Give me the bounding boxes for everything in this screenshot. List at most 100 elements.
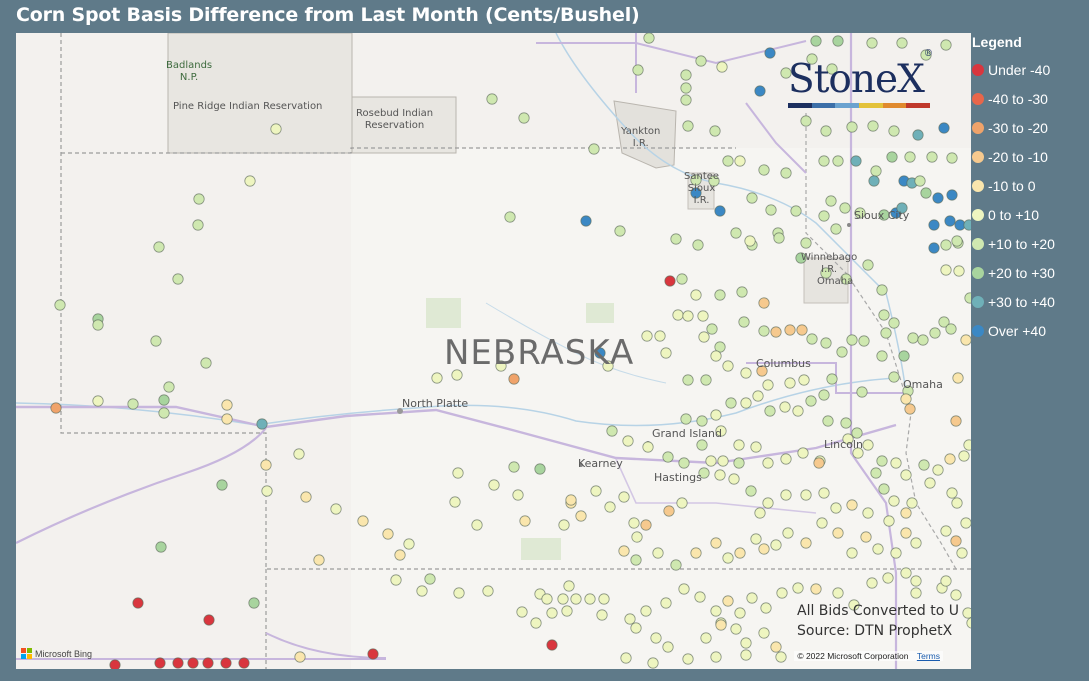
price-dot[interactable] [614, 225, 626, 237]
price-dot[interactable] [132, 597, 144, 609]
price-dot[interactable] [127, 398, 139, 410]
price-dot[interactable] [471, 519, 483, 531]
price-dot[interactable] [840, 417, 852, 429]
price-dot[interactable] [852, 447, 864, 459]
price-dot[interactable] [960, 517, 971, 529]
price-dot[interactable] [676, 273, 688, 285]
price-dot[interactable] [650, 632, 662, 644]
price-dot[interactable] [558, 519, 570, 531]
price-dot[interactable] [851, 427, 863, 439]
price-dot[interactable] [730, 227, 742, 239]
price-dot[interactable] [670, 559, 682, 571]
price-dot[interactable] [546, 607, 558, 619]
price-dot[interactable] [740, 367, 752, 379]
price-dot[interactable] [155, 541, 167, 553]
price-dot[interactable] [810, 583, 822, 595]
price-dot[interactable] [806, 333, 818, 345]
price-dot[interactable] [733, 457, 745, 469]
price-dot[interactable] [203, 614, 215, 626]
price-dot[interactable] [826, 63, 838, 75]
price-dot[interactable] [261, 485, 273, 497]
price-dot[interactable] [530, 617, 542, 629]
price-dot[interactable] [640, 519, 652, 531]
price-dot[interactable] [806, 53, 818, 65]
price-dot[interactable] [630, 554, 642, 566]
price-dot[interactable] [557, 593, 569, 605]
price-dot[interactable] [270, 123, 282, 135]
price-dot[interactable] [904, 403, 916, 415]
price-dot[interactable] [950, 535, 962, 547]
price-dot[interactable] [946, 189, 958, 201]
price-dot[interactable] [728, 473, 740, 485]
price-dot[interactable] [846, 499, 858, 511]
price-dot[interactable] [602, 360, 614, 372]
price-dot[interactable] [710, 350, 722, 362]
price-dot[interactable] [818, 155, 830, 167]
price-dot[interactable] [690, 174, 702, 186]
price-dot[interactable] [700, 374, 712, 386]
price-dot[interactable] [900, 567, 912, 579]
price-dot[interactable] [775, 651, 787, 663]
price-dot[interactable] [782, 527, 794, 539]
price-dot[interactable] [746, 192, 758, 204]
price-dot[interactable] [780, 453, 792, 465]
price-dot[interactable] [200, 357, 212, 369]
price-dot[interactable] [946, 487, 958, 499]
price-dot[interactable] [900, 507, 912, 519]
price-dot[interactable] [750, 533, 762, 545]
price-dot[interactable] [750, 441, 762, 453]
price-dot[interactable] [709, 125, 721, 137]
price-dot[interactable] [697, 310, 709, 322]
price-dot[interactable] [822, 415, 834, 427]
price-dot[interactable] [820, 337, 832, 349]
price-dot[interactable] [758, 325, 770, 337]
price-dot[interactable] [690, 289, 702, 301]
price-dot[interactable] [918, 459, 930, 471]
price-dot[interactable] [888, 371, 900, 383]
price-dot[interactable] [762, 379, 774, 391]
price-dot[interactable] [832, 587, 844, 599]
price-dot[interactable] [940, 239, 952, 251]
price-dot[interactable] [846, 121, 858, 133]
price-dot[interactable] [963, 439, 971, 451]
price-dot[interactable] [820, 267, 832, 279]
price-dot[interactable] [940, 575, 952, 587]
price-dot[interactable] [832, 35, 844, 47]
price-dot[interactable] [780, 67, 792, 79]
price-dot[interactable] [910, 587, 922, 599]
price-dot[interactable] [664, 275, 676, 287]
price-dot[interactable] [618, 491, 630, 503]
price-dot[interactable] [193, 193, 205, 205]
price-dot[interactable] [920, 187, 932, 199]
price-dot[interactable] [512, 489, 524, 501]
price-dot[interactable] [678, 583, 690, 595]
price-dot[interactable] [779, 401, 791, 413]
price-dot[interactable] [800, 537, 812, 549]
price-dot[interactable] [932, 464, 944, 476]
price-dot[interactable] [630, 622, 642, 634]
price-dot[interactable] [818, 487, 830, 499]
price-dot[interactable] [652, 547, 664, 559]
price-dot[interactable] [770, 326, 782, 338]
price-dot[interactable] [722, 360, 734, 372]
price-dot[interactable] [716, 61, 728, 73]
price-dot[interactable] [221, 413, 233, 425]
price-dot[interactable] [220, 657, 232, 669]
price-dot[interactable] [631, 531, 643, 543]
price-dot[interactable] [676, 497, 688, 509]
price-dot[interactable] [900, 469, 912, 481]
legend-item[interactable]: Over +40 [971, 316, 1089, 345]
price-dot[interactable] [313, 554, 325, 566]
price-dot[interactable] [708, 175, 720, 187]
price-dot[interactable] [734, 607, 746, 619]
price-dot[interactable] [870, 165, 882, 177]
price-dot[interactable] [888, 495, 900, 507]
price-dot[interactable] [740, 649, 752, 661]
price-dot[interactable] [449, 496, 461, 508]
price-dot[interactable] [158, 407, 170, 419]
price-dot[interactable] [300, 491, 312, 503]
price-dot[interactable] [390, 574, 402, 586]
price-dot[interactable] [952, 372, 964, 384]
price-dot[interactable] [588, 143, 600, 155]
price-dot[interactable] [604, 501, 616, 513]
